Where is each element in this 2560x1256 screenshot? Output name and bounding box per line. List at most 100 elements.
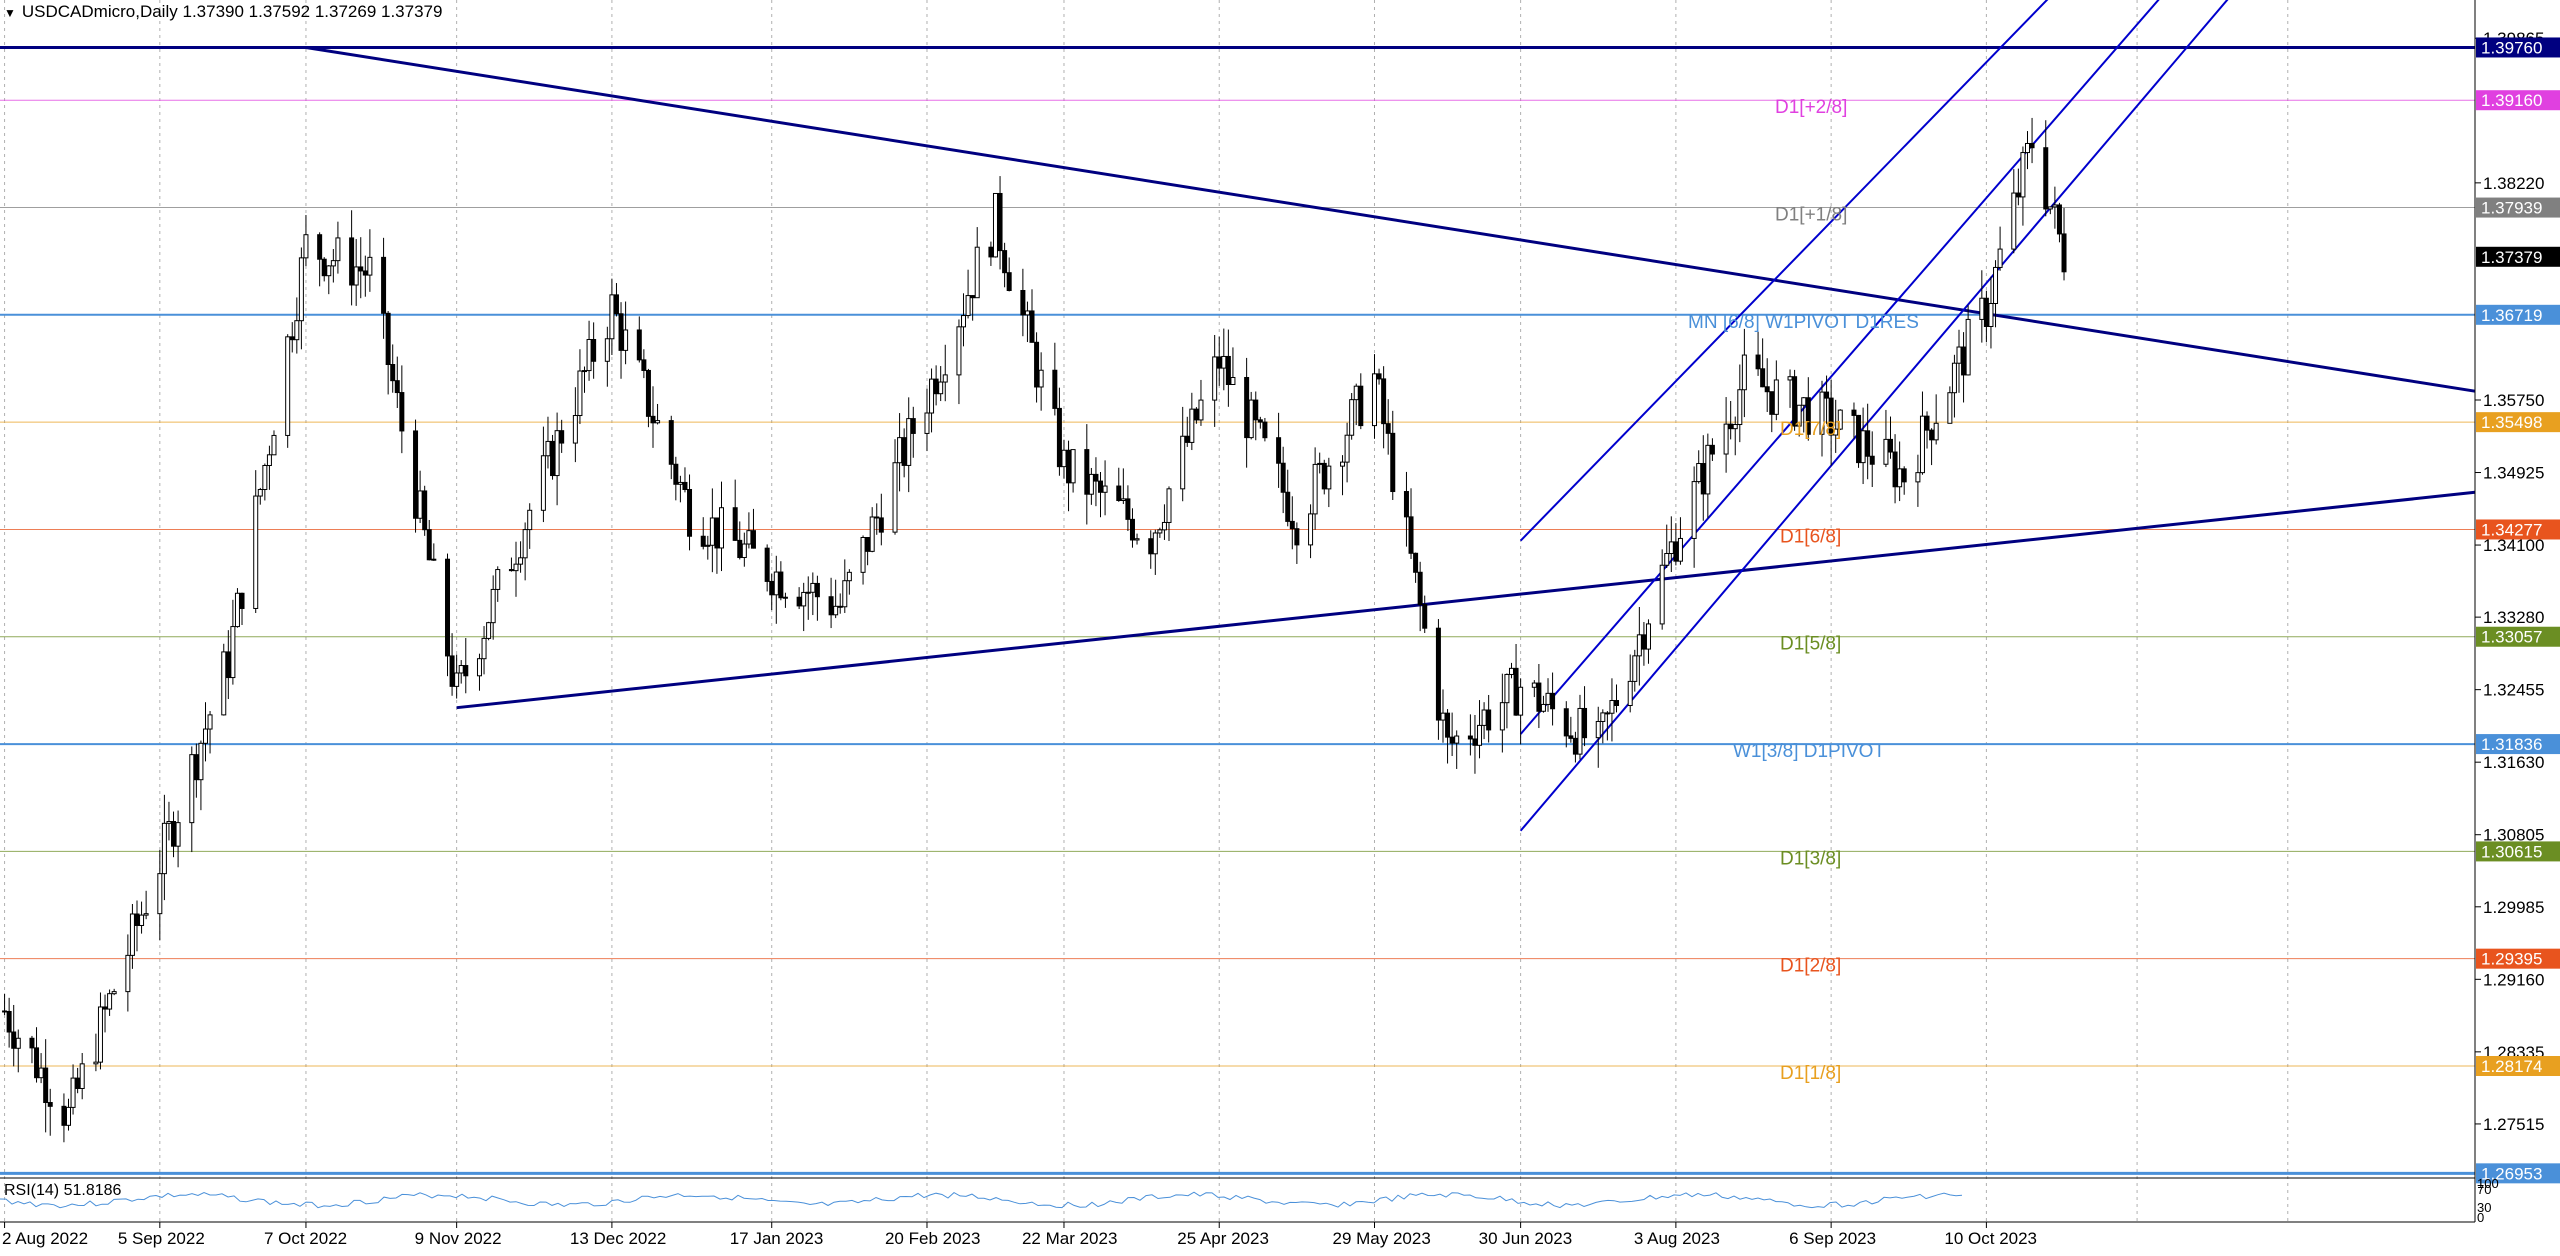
candle-body	[974, 246, 980, 299]
candle-body	[445, 558, 451, 657]
candle-body	[1230, 377, 1236, 386]
candle-body	[253, 495, 259, 609]
channel-upper[interactable]	[1519, 0, 2064, 542]
candle-body	[673, 463, 679, 485]
candle-body	[901, 437, 907, 466]
candle-body	[1572, 737, 1578, 755]
candle-body	[1184, 435, 1190, 443]
candle-body	[764, 547, 770, 582]
channel-lower[interactable]	[1519, 0, 2242, 832]
price-tick-label: 1.30805	[2483, 826, 2544, 845]
candle-body	[143, 913, 149, 916]
candle-body	[449, 655, 455, 687]
candle-body	[1262, 421, 1268, 439]
candle-body	[1225, 355, 1231, 386]
candle-body	[1285, 491, 1291, 522]
candle-body	[997, 192, 1003, 252]
candle-body	[65, 1106, 71, 1126]
candle-body	[285, 336, 291, 436]
candle-body	[618, 313, 624, 351]
candle-body	[1897, 468, 1903, 488]
candle-body	[1413, 552, 1419, 573]
price-tick-label: 1.35750	[2483, 391, 2544, 410]
price-tag	[2476, 519, 2560, 540]
candle-body	[207, 714, 213, 730]
candle-body	[1869, 455, 1875, 465]
candle-body	[1088, 473, 1094, 495]
candle-body	[107, 993, 113, 1010]
level-label: D1[+1/8]	[1775, 205, 1847, 226]
candle-body	[1805, 397, 1811, 435]
candle-body	[591, 339, 597, 362]
price-tag	[2476, 197, 2560, 218]
candle-body	[1312, 463, 1318, 515]
support-trendline[interactable]	[456, 490, 2476, 710]
candle-body	[1102, 485, 1108, 493]
chart-header: ▼ USDCADmicro,Daily 1.37390 1.37592 1.372…	[4, 2, 442, 22]
price-tick-label: 1.31630	[2483, 753, 2544, 772]
candle-body	[1408, 516, 1414, 554]
candle-body	[1600, 712, 1606, 722]
candle-body	[6, 1010, 12, 1033]
symbol-label: USDCADmicro,Daily	[21, 2, 178, 21]
candle-body	[353, 266, 359, 286]
candle-body	[11, 1031, 17, 1049]
candle-body	[1700, 463, 1706, 495]
candle-body	[2029, 142, 2035, 149]
candle-body	[1609, 700, 1615, 714]
candle-body	[1353, 385, 1359, 401]
candle-body	[655, 420, 661, 424]
candle-body	[869, 516, 875, 552]
time-tick-label: 10 Oct 2023	[1944, 1229, 2037, 1248]
candle-body	[604, 338, 610, 362]
candle-body	[796, 596, 802, 607]
candle-body	[970, 295, 976, 299]
candle-body	[349, 237, 355, 286]
candle-body	[559, 430, 565, 444]
candle-body	[1344, 434, 1350, 463]
candle-body	[1636, 634, 1642, 657]
resistance-trendline[interactable]	[305, 45, 2476, 393]
candle-body	[70, 1077, 76, 1108]
candle-body	[394, 380, 400, 394]
candle-body	[1947, 392, 1953, 424]
candle-body	[929, 378, 935, 414]
candle-body	[1773, 379, 1779, 415]
candle-body	[1070, 449, 1076, 484]
candle-body	[1120, 498, 1126, 501]
price-tick-label: 1.27515	[2483, 1115, 2544, 1134]
candle-body	[1796, 404, 1802, 427]
candle-body	[1034, 341, 1040, 388]
channel-middle[interactable]	[1519, 0, 2174, 735]
candle-body	[1052, 369, 1058, 409]
candle-body	[842, 580, 848, 608]
candle-body	[527, 509, 533, 531]
candle-body	[942, 374, 948, 383]
candle-body	[262, 465, 268, 491]
candle-body	[234, 592, 240, 628]
candle-body	[769, 580, 775, 596]
candle-body	[358, 266, 364, 272]
candle-body	[1006, 272, 1012, 291]
candle-body	[1860, 430, 1866, 464]
time-tick-label: 6 Sep 2023	[1789, 1229, 1876, 1248]
candle-body	[988, 246, 994, 258]
candle-body	[486, 622, 492, 639]
candle-body	[294, 320, 300, 341]
level-label: D1[6/8]	[1780, 526, 1841, 547]
time-tick-label: 9 Nov 2022	[415, 1229, 502, 1248]
time-tick-label: 13 Dec 2022	[570, 1229, 666, 1248]
candle-body	[687, 488, 693, 537]
level-label: D1[5/8]	[1780, 634, 1841, 655]
candle-body	[1696, 463, 1702, 483]
triangle-down-icon[interactable]: ▼	[4, 6, 16, 20]
candle-body	[874, 516, 880, 519]
candle-body	[1979, 297, 1985, 320]
candle-body	[413, 430, 419, 519]
candle-body	[1454, 735, 1460, 744]
candle-body	[1029, 310, 1035, 343]
candle-body	[330, 260, 336, 267]
